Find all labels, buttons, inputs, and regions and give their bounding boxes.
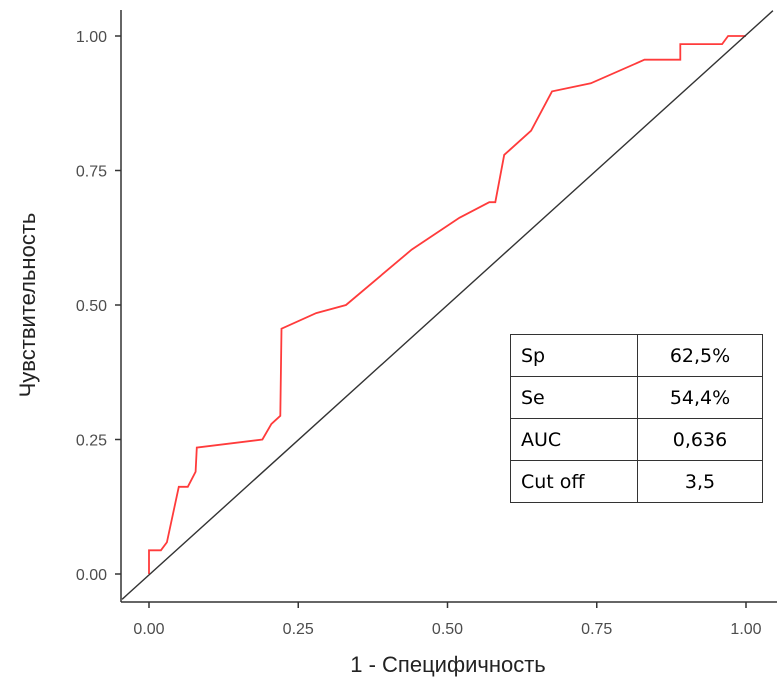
x-tick-label: 0.25 — [283, 621, 314, 638]
x-tick-label: 0.75 — [581, 621, 612, 638]
stats-row-se: Se 54,4% — [510, 376, 763, 419]
x-tick-label: 1.00 — [730, 621, 761, 638]
y-axis-title: Чувствительность — [15, 213, 40, 398]
y-tick-label: 0.25 — [76, 433, 107, 450]
y-tick-label: 1.00 — [76, 29, 107, 46]
reference-diagonal-line — [121, 10, 774, 600]
x-tick-label: 0.50 — [432, 621, 463, 638]
y-tick-label: 0.00 — [76, 567, 107, 584]
stats-value-auc: 0,636 — [637, 418, 763, 461]
series-group — [121, 10, 774, 600]
y-tick-label: 0.50 — [76, 298, 107, 315]
axes: 0.00 0.25 0.50 0.75 1.00 0.00 0.25 0.50 0.75 1.00 — [76, 10, 777, 638]
x-tick-label: 0.00 — [133, 621, 164, 638]
stats-row-sp: Sp 62,5% — [510, 334, 763, 377]
stats-key-cutoff: Cut off — [510, 460, 638, 503]
stats-key-se: Se — [510, 376, 638, 419]
stats-row-auc: AUC 0,636 — [510, 418, 763, 461]
stats-key-auc: AUC — [510, 418, 638, 461]
roc-curve-line — [148, 35, 746, 574]
stats-value-sp: 62,5% — [637, 334, 763, 377]
stats-value-cutoff: 3,5 — [637, 460, 763, 503]
x-axis-title: 1 - Специфичность — [350, 652, 546, 677]
stats-table: Sp 62,5% Se 54,4% AUC 0,636 Cut off 3,5 — [510, 334, 763, 503]
stats-key-sp: Sp — [510, 334, 638, 377]
stats-value-se: 54,4% — [637, 376, 763, 419]
y-tick-label: 0.75 — [76, 164, 107, 181]
stats-row-cutoff: Cut off 3,5 — [510, 460, 763, 503]
